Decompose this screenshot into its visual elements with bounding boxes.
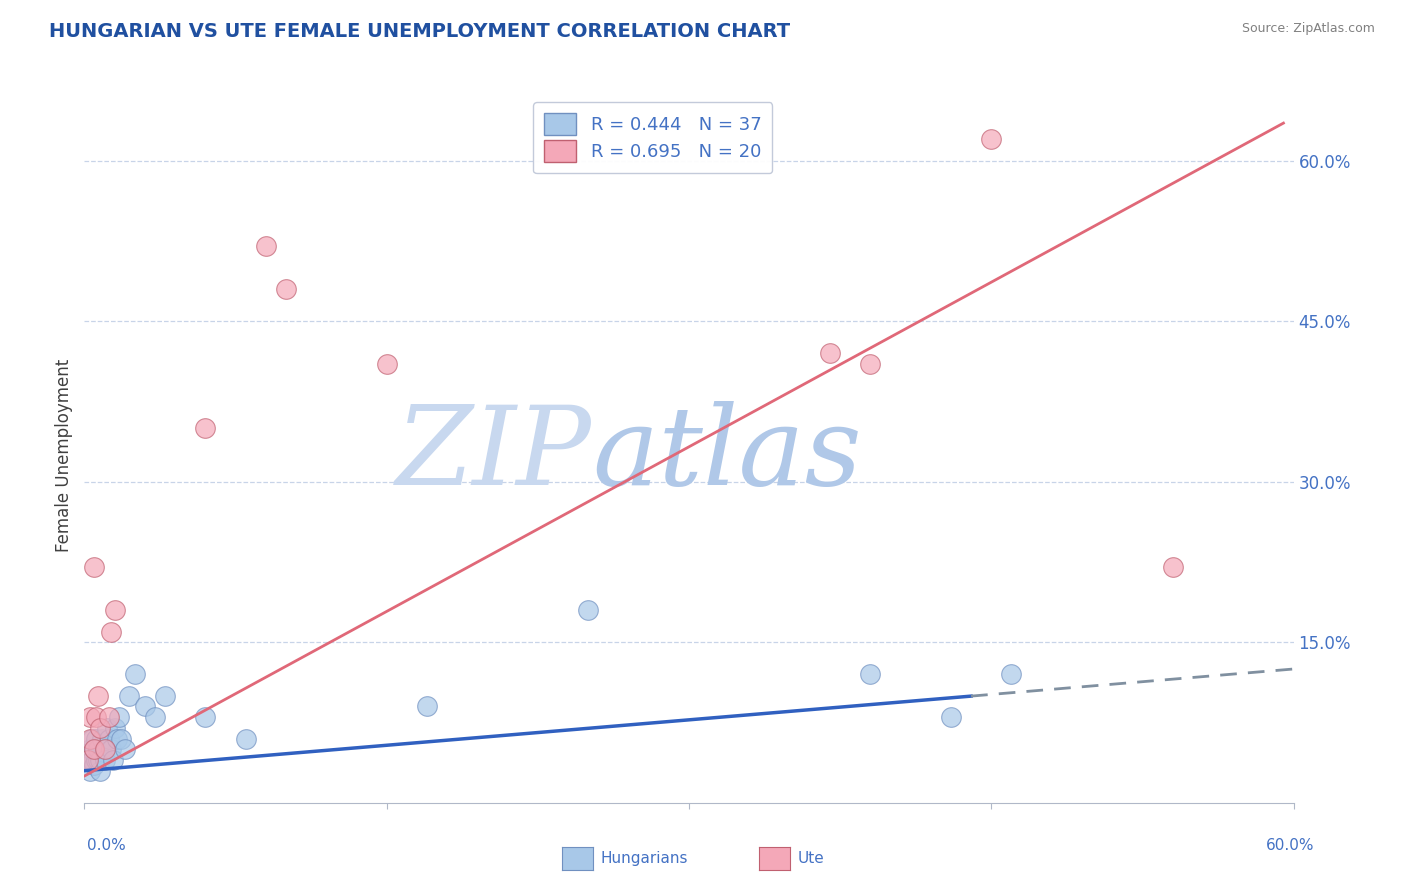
Point xyxy=(107,710,129,724)
Point xyxy=(91,731,114,746)
Text: 0.0%: 0.0% xyxy=(87,838,127,854)
Point xyxy=(101,753,124,767)
Point xyxy=(274,282,297,296)
Point xyxy=(83,758,105,772)
Point xyxy=(89,721,111,735)
Point xyxy=(77,753,100,767)
Point xyxy=(105,731,128,746)
Point xyxy=(87,753,110,767)
Point xyxy=(980,132,1002,146)
Point xyxy=(89,764,111,778)
Point xyxy=(235,731,257,746)
Point xyxy=(114,742,136,756)
Point xyxy=(93,742,115,756)
Point xyxy=(104,603,127,617)
Point xyxy=(110,731,132,746)
Point xyxy=(104,721,127,735)
Point xyxy=(859,667,882,681)
Point xyxy=(416,699,439,714)
Point xyxy=(1161,560,1184,574)
Point xyxy=(96,721,118,735)
Point xyxy=(79,710,101,724)
Text: HUNGARIAN VS UTE FEMALE UNEMPLOYMENT CORRELATION CHART: HUNGARIAN VS UTE FEMALE UNEMPLOYMENT COR… xyxy=(49,22,790,41)
Point xyxy=(939,710,962,724)
Point xyxy=(86,710,108,724)
Point xyxy=(375,357,398,371)
Point xyxy=(79,731,101,746)
Point xyxy=(83,560,105,574)
Point xyxy=(79,764,101,778)
Text: Hungarians: Hungarians xyxy=(600,851,688,866)
Point xyxy=(100,624,122,639)
Text: 60.0%: 60.0% xyxy=(1267,838,1315,854)
Point xyxy=(93,753,115,767)
Text: ZIP: ZIP xyxy=(396,401,592,508)
Point xyxy=(143,710,166,724)
Text: atlas: atlas xyxy=(592,401,862,508)
Point xyxy=(83,742,105,756)
Point xyxy=(859,357,882,371)
Point xyxy=(118,689,141,703)
Point xyxy=(134,699,156,714)
Point xyxy=(194,710,217,724)
Text: Ute: Ute xyxy=(797,851,824,866)
Point xyxy=(124,667,146,681)
Point xyxy=(87,689,110,703)
Point xyxy=(86,731,108,746)
Point xyxy=(89,753,111,767)
Point xyxy=(254,239,277,253)
Legend: R = 0.444   N = 37, R = 0.695   N = 20: R = 0.444 N = 37, R = 0.695 N = 20 xyxy=(533,103,772,173)
Point xyxy=(79,742,101,756)
Y-axis label: Female Unemployment: Female Unemployment xyxy=(55,359,73,551)
Point xyxy=(93,742,115,756)
Point xyxy=(97,710,120,724)
Point xyxy=(82,753,104,767)
Point xyxy=(100,742,122,756)
Text: Source: ZipAtlas.com: Source: ZipAtlas.com xyxy=(1241,22,1375,36)
Point xyxy=(87,742,110,756)
Point xyxy=(194,421,217,435)
Point xyxy=(576,603,599,617)
Point xyxy=(82,731,104,746)
Point xyxy=(83,742,105,756)
Point xyxy=(86,753,108,767)
Point xyxy=(153,689,176,703)
Point xyxy=(818,346,841,360)
Point xyxy=(1000,667,1022,681)
Point xyxy=(97,731,120,746)
Point xyxy=(77,753,100,767)
